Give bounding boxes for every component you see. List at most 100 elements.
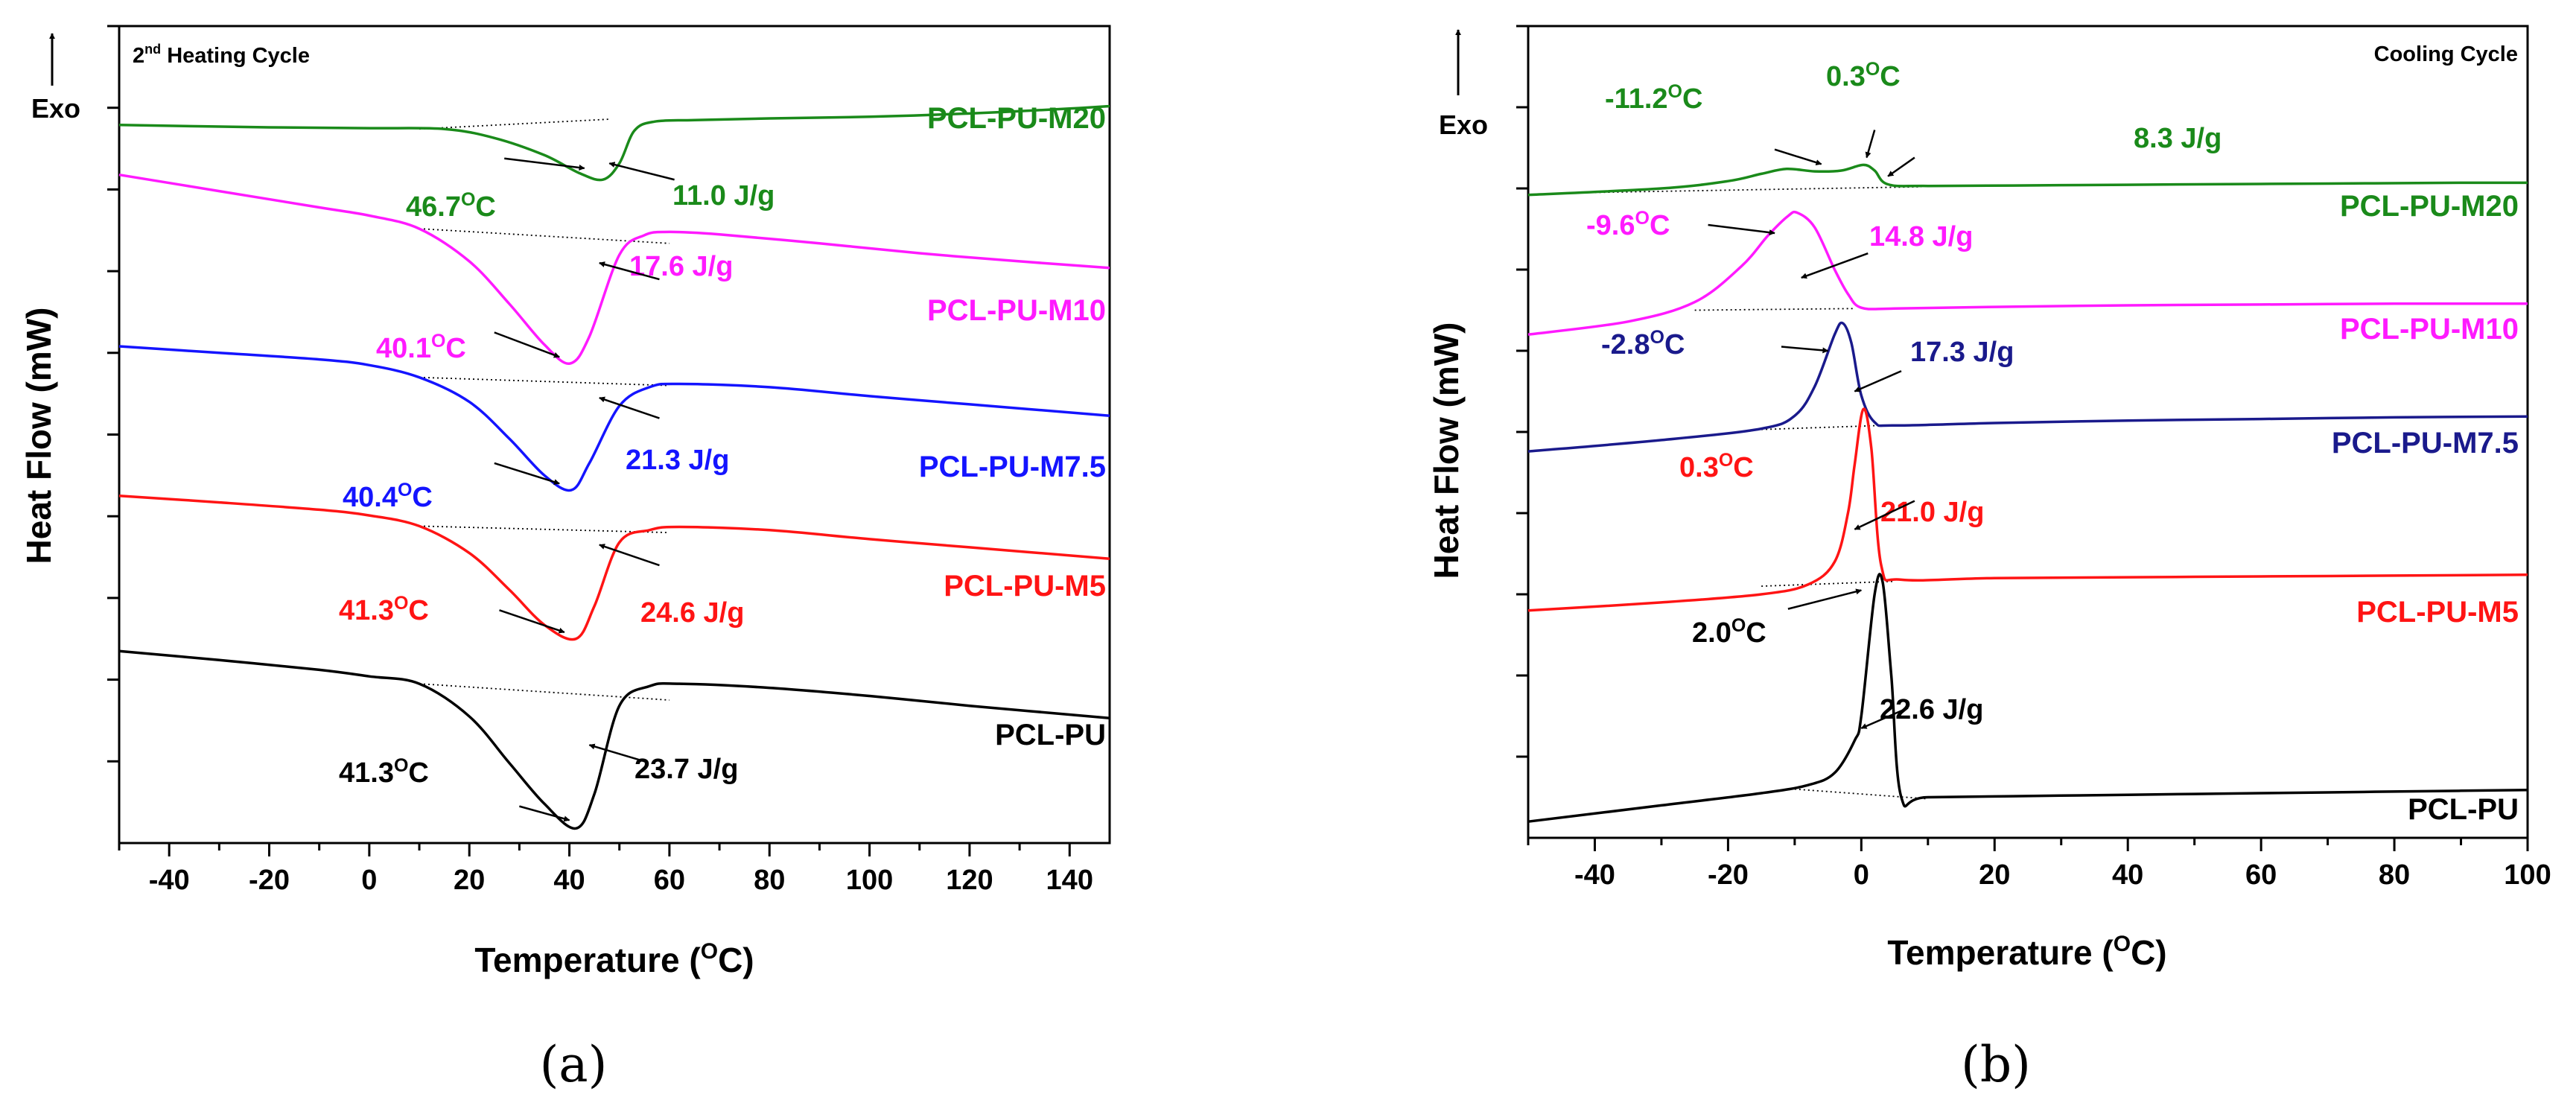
baseline-pcl-pu-m5 xyxy=(1761,580,1895,587)
exo-label: Exo xyxy=(1439,109,1488,140)
annotation-arrow xyxy=(1854,500,1915,530)
series-line-pcl-pu xyxy=(1527,573,2528,823)
peak-temperature-label: 0.3OC xyxy=(1826,59,1901,92)
x-tick-label: -40 xyxy=(149,865,190,896)
enthalpy-label: 17.6 J/g xyxy=(629,251,733,282)
x-tick-label: 140 xyxy=(1046,865,1093,896)
baseline-pcl-pu-m20 xyxy=(419,118,610,130)
series-name-label: PCL-PU-M20 xyxy=(2340,190,2519,223)
series-name-label: PCL-PU-M20 xyxy=(927,102,1106,135)
annotation-arrow xyxy=(599,544,660,567)
enthalpy-label: 21.0 J/g xyxy=(1880,497,1984,528)
annotation-arrow xyxy=(599,261,660,281)
x-tick-label: 0 xyxy=(1854,859,1869,891)
peak-temperature-label: -2.8OC xyxy=(1601,327,1685,360)
cooling-cycle-label: Cooling Cycle xyxy=(2374,42,2518,66)
enthalpy-label: 23.7 J/g xyxy=(635,754,738,785)
series-line-pcl-pu xyxy=(118,649,1110,830)
x-tick-label: 120 xyxy=(946,865,993,896)
x-tick-label: -20 xyxy=(249,865,290,896)
annotation-arrow xyxy=(1860,707,1909,729)
series-name-label: PCL-PU-M5 xyxy=(2356,596,2519,629)
annotation-arrow xyxy=(1865,130,1876,159)
enthalpy-label: 14.8 J/g xyxy=(1869,221,1973,252)
annotation-arrow xyxy=(1854,370,1902,392)
series-name-label: PCL-PU xyxy=(995,719,1106,751)
baseline-pcl-pu xyxy=(1794,788,1928,800)
series-name-label: PCL-PU-M7.5 xyxy=(919,451,1106,483)
x-tick-label: 20 xyxy=(1979,859,2010,891)
series-name-label: PCL-PU-M10 xyxy=(2340,313,2519,346)
series-line-pcl-pu-m7-5 xyxy=(1527,321,2528,453)
x-tick-label: 20 xyxy=(454,865,485,896)
series-name-label: PCL-PU-M7.5 xyxy=(2332,427,2519,460)
annotation-arrow xyxy=(494,462,560,485)
x-tick-label: -20 xyxy=(1708,859,1749,891)
x-tick-label: 60 xyxy=(654,865,685,896)
panel-b-cooling: -40 -20 0 20 40 60 80 100 PCL-PU-M20 -11.2OC 0.3OC… xyxy=(1427,25,2551,1093)
x-tick-label: -40 xyxy=(1574,859,1615,891)
annotation-arrow xyxy=(494,331,560,358)
annotation-arrow xyxy=(1781,346,1829,354)
series-line-pcl-pu-m10 xyxy=(118,173,1110,365)
annotation-arrow xyxy=(1708,223,1775,236)
x-tick-label: 40 xyxy=(2112,859,2143,891)
panel-caption: (b) xyxy=(1961,1036,2031,1093)
peak-temperature-label: 46.7OC xyxy=(406,189,496,223)
annotation-arrow xyxy=(499,609,565,634)
annotation-arrow xyxy=(504,157,585,171)
heating-cycle-label: 2nd Heating Cycle xyxy=(133,42,310,68)
series-line-pcl-pu-m20 xyxy=(118,104,1110,182)
x-tick-label: 80 xyxy=(754,865,785,896)
series-line-pcl-pu-m5 xyxy=(1527,407,2528,612)
series-name-label: PCL-PU-M5 xyxy=(944,570,1106,602)
baseline-pcl-pu-m7-5 xyxy=(1761,425,1882,430)
peak-temperature-label: 2.0OC xyxy=(1692,615,1766,649)
x-axis-title: Temperature (OC) xyxy=(1887,932,2166,972)
series-name-label: PCL-PU-M10 xyxy=(927,294,1106,327)
x-tick-label: 40 xyxy=(553,865,585,896)
annotation-arrow xyxy=(608,162,675,181)
enthalpy-label: 11.0 J/g xyxy=(672,180,775,212)
x-tick-label: 60 xyxy=(2245,859,2277,891)
y-axis-title: Heat Flow (mW) xyxy=(19,308,58,565)
peak-temperature-label: 40.1OC xyxy=(376,331,466,364)
annotation-arrow xyxy=(519,805,570,822)
exo-label: Exo xyxy=(31,93,80,124)
peak-temperature-label: 0.3OC xyxy=(1679,450,1754,483)
baseline-pcl-pu-m20 xyxy=(1594,185,1921,194)
peak-temperature-label: -11.2OC xyxy=(1605,81,1702,115)
enthalpy-label: 22.6 J/g xyxy=(1880,694,1983,725)
baseline-pcl-pu-m5 xyxy=(419,525,670,534)
series-line-pcl-pu-m10 xyxy=(1527,210,2528,336)
peak-temperature-label: -9.6OC xyxy=(1586,208,1670,241)
enthalpy-label: 8.3 J/g xyxy=(2134,123,2222,154)
baseline-pcl-pu-m7-5 xyxy=(419,376,670,387)
panel-a-heating: -40 -20 0 20 40 60 80 100 120 140 PCL-PU-M20 46.7OC… xyxy=(19,25,1111,1093)
series-name-label: PCL-PU xyxy=(2408,793,2519,826)
x-tick-label: 0 xyxy=(361,865,377,896)
series-line-pcl-pu-m7-5 xyxy=(118,345,1110,492)
panel-caption: (a) xyxy=(540,1036,608,1093)
annotation-arrow xyxy=(599,396,660,419)
enthalpy-label: 17.3 J/g xyxy=(1910,337,2014,368)
x-axis-title: Temperature (OC) xyxy=(474,939,754,979)
x-tick-label: 100 xyxy=(846,865,893,896)
series-line-pcl-pu-m5 xyxy=(118,495,1110,641)
annotation-arrow xyxy=(1887,156,1915,177)
enthalpy-label: 21.3 J/g xyxy=(626,445,729,476)
x-tick-label: 100 xyxy=(2504,859,2551,891)
peak-temperature-label: 41.3OC xyxy=(339,593,429,626)
y-axis-title: Heat Flow (mW) xyxy=(1427,322,1466,579)
x-tick-label: 80 xyxy=(2379,859,2410,891)
series-line-pcl-pu-m20 xyxy=(1527,163,2528,197)
annotation-arrow xyxy=(1787,588,1863,610)
baseline-pcl-pu-m10 xyxy=(1694,308,1855,311)
baseline-pcl-pu-m10 xyxy=(419,228,670,244)
annotation-arrow xyxy=(1774,148,1822,165)
annotation-arrow xyxy=(588,743,645,763)
baseline-pcl-pu xyxy=(419,683,670,701)
peak-temperature-label: 41.3OC xyxy=(339,755,429,789)
peak-temperature-label: 40.4OC xyxy=(343,480,433,513)
